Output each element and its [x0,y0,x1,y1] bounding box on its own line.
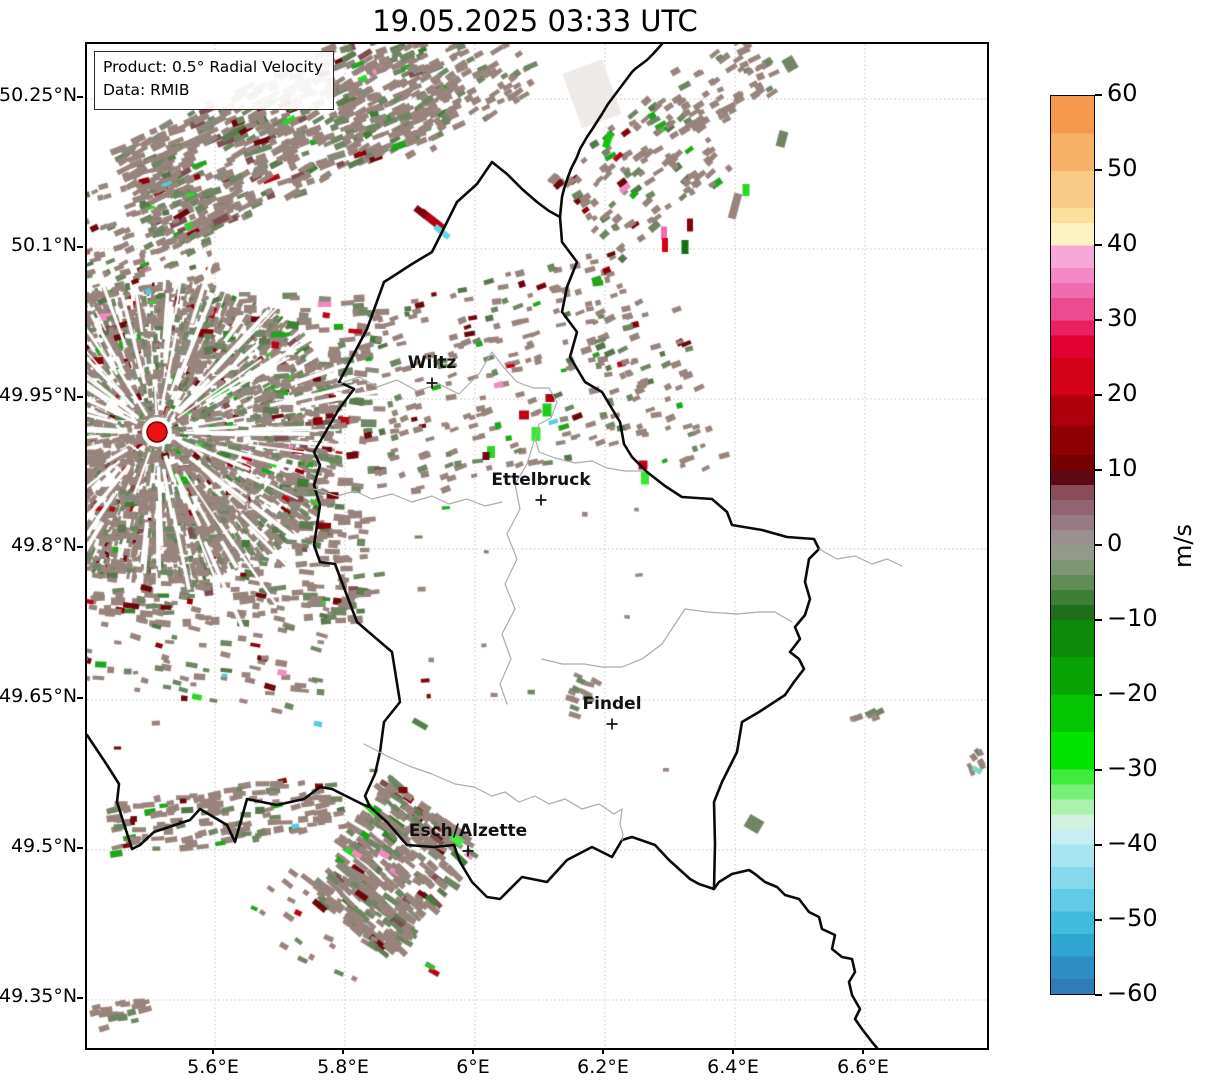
y-tick-label: 49.35°N [0,985,78,1007]
canton-border-south [363,743,624,841]
colorbar-tick-label: −10 [1107,604,1158,632]
colorbar-tickmark [1095,919,1102,921]
border-layer [87,44,903,1048]
x-tickmark [602,1048,604,1054]
y-tick-label: 49.95°N [0,384,78,406]
colorbar-tickmark [1095,469,1102,471]
colorbar-tick-label: −60 [1107,979,1158,1007]
city-marker [426,377,438,389]
colorbar-tick-label: 20 [1107,379,1138,407]
city-marker [606,718,618,730]
map-plot: Product: 0.5° Radial Velocity Data: RMIB… [85,42,989,1050]
x-tick-label: 6.4°E [707,1056,759,1078]
colorbar-tickmark [1095,169,1102,171]
colorbar-tickmark [1095,244,1102,246]
canton-border-east-west [541,608,793,668]
colorbar-tickmark [1095,994,1102,996]
colorbar [1050,95,1095,995]
figure-title: 19.05.2025 03:33 UTC [372,4,698,38]
x-tick-label: 5.6°E [187,1056,239,1078]
canton-border-central [499,437,536,705]
colorbar-tick-label: 0 [1107,529,1123,557]
colorbar-tickmark [1095,844,1102,846]
y-tickmark [77,847,83,849]
colorbar-tick-label: 60 [1107,79,1138,107]
product-info-box: Product: 0.5° Radial Velocity Data: RMIB [94,51,334,110]
canton-border-west [313,488,503,507]
product-info-line: Product: 0.5° Radial Velocity [103,58,323,76]
y-tick-label: 49.5°N [10,835,77,857]
colorbar-unit-label: m/s [1169,524,1197,568]
x-tickmark [212,1048,214,1054]
colorbar-tickmark [1095,694,1102,696]
y-tickmark [77,246,83,248]
colorbar-tickmark [1095,394,1102,396]
x-tickmark [862,1048,864,1054]
colorbar-tick-label: −30 [1107,754,1158,782]
colorbar-tickmark [1095,319,1102,321]
x-tick-label: 5.8°E [317,1056,369,1078]
x-tickmark [342,1048,344,1054]
colorbar-tick-label: 40 [1107,229,1138,257]
colorbar-tick-label: 10 [1107,454,1138,482]
y-tickmark [77,96,83,98]
colorbar-tickmark [1095,769,1102,771]
colorbar-tick-label: 30 [1107,304,1138,332]
canton-border-ettelbruck [491,351,644,472]
colorbar-tickmark [1095,619,1102,621]
city-marker [462,845,474,857]
colorbar-tick-label: 50 [1107,154,1138,182]
colorbar-tickmark [1095,544,1102,546]
district-border-germany [818,548,903,567]
belgium-germany-border [558,44,664,219]
colorbar-tick-label: −40 [1107,829,1158,857]
x-tickmark [732,1048,734,1054]
y-tickmark [77,997,83,999]
france-germany-border [712,868,879,1048]
y-tick-label: 50.1°N [10,234,77,256]
canton-border-north [338,351,493,395]
y-tickmark [77,546,83,548]
y-tick-label: 50.25°N [0,84,78,106]
x-tick-label: 6°E [456,1056,490,1078]
x-tickmark [472,1048,474,1054]
radar-site-dot [146,421,168,443]
city-marker [535,494,547,506]
colorbar-tickmark [1095,94,1102,96]
data-source-line: Data: RMIB [103,81,190,100]
y-tick-label: 49.8°N [10,534,77,556]
y-tickmark [77,697,83,699]
colorbar-tick-label: −50 [1107,904,1158,932]
luxembourg-border [312,160,821,901]
belgium-france-border [87,733,372,851]
colorbar-tick-label: −20 [1107,679,1158,707]
y-tickmark [77,396,83,398]
x-tick-label: 6.2°E [577,1056,629,1078]
y-tick-label: 49.65°N [0,685,78,707]
x-tick-label: 6.6°E [837,1056,889,1078]
